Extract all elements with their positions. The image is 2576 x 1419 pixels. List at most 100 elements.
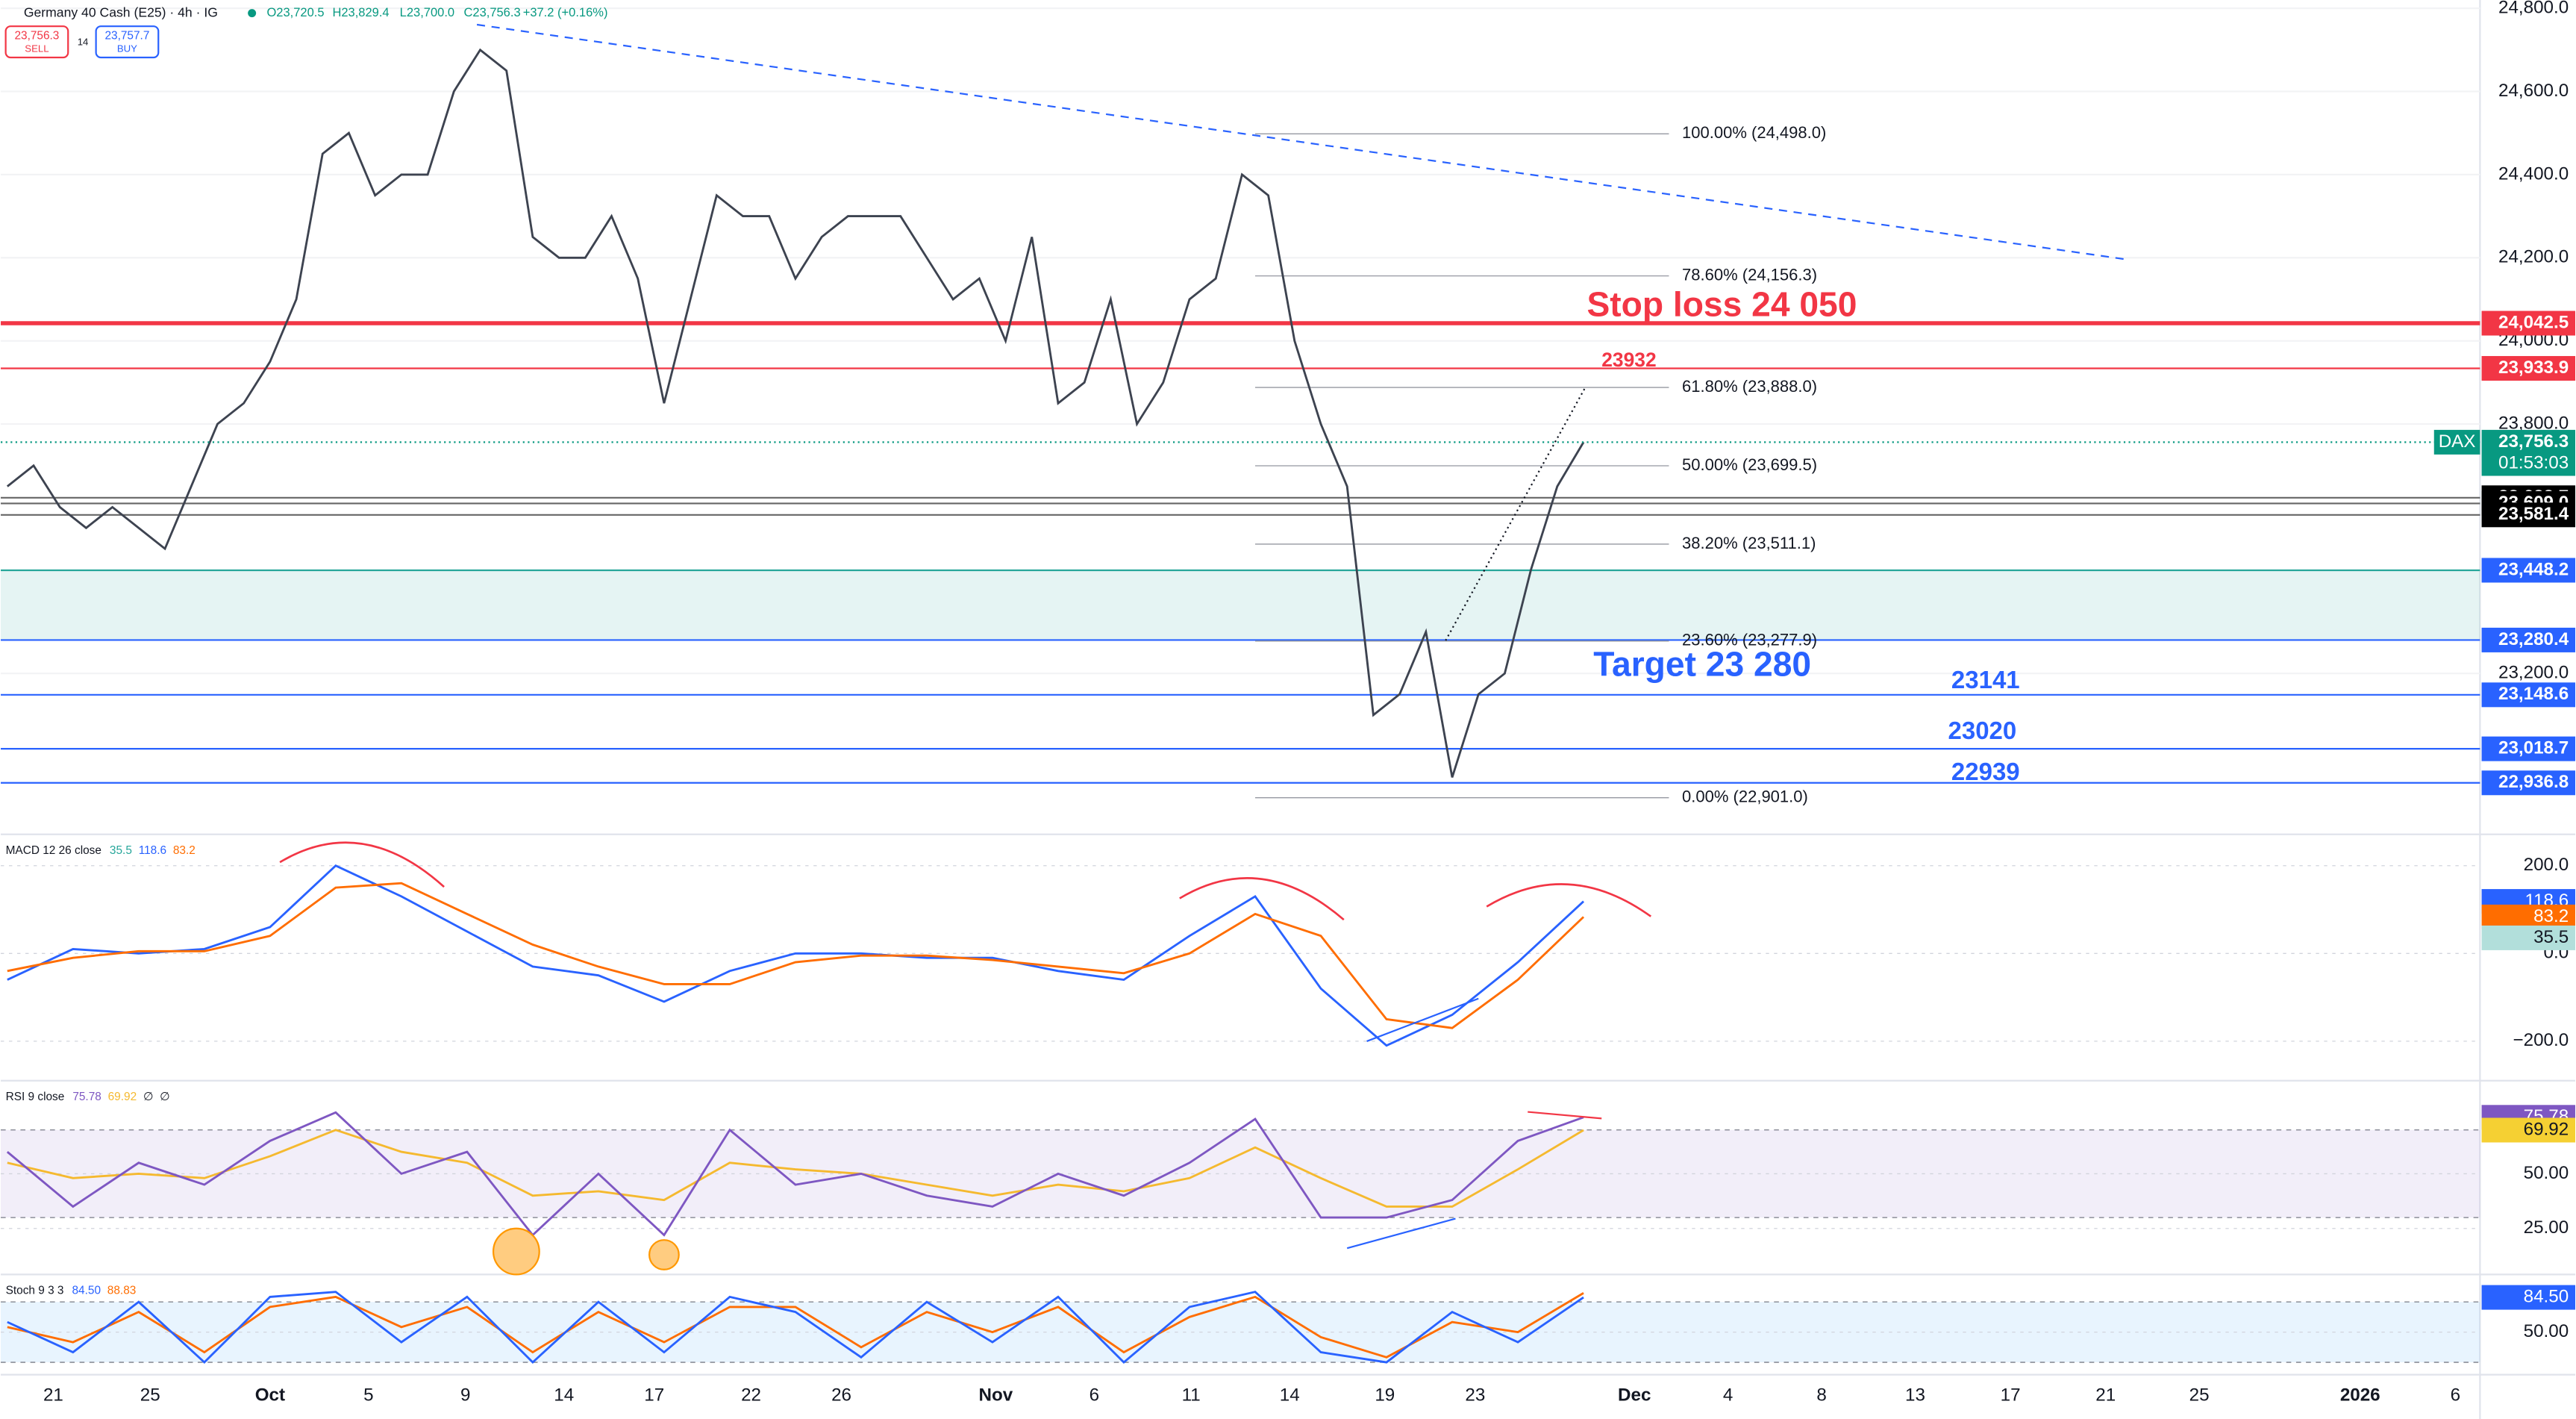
trend-line	[1445, 387, 1586, 641]
x-tick-label: 23	[1465, 1385, 1485, 1406]
x-tick-label: 6	[2451, 1385, 2460, 1406]
fib-label: 100.00% (24,498.0)	[1682, 123, 1826, 142]
indicator-readout: ∅	[160, 1091, 169, 1103]
price-tag	[2481, 558, 2575, 583]
x-tick-label: 17	[644, 1385, 664, 1406]
indicator-readout: 69.92	[108, 1091, 137, 1103]
symbol-title: Germany 40 Cash (E25) · 4h · IG	[24, 4, 218, 19]
x-tick-label: 21	[2095, 1385, 2116, 1406]
price-tag-label: 23,581.4	[2498, 504, 2569, 524]
x-tick-label: 5	[363, 1385, 373, 1406]
spread: 14	[78, 37, 89, 48]
price-tag	[2481, 355, 2575, 381]
x-tick-label: Dec	[1618, 1385, 1651, 1406]
price-tag	[2481, 627, 2575, 652]
x-tick-label: 11	[1182, 1385, 1201, 1406]
indicator-tag	[2481, 1285, 2575, 1310]
indicator-line	[7, 864, 1585, 1047]
symbol-tag	[2433, 429, 2480, 455]
x-tick-label: 25	[140, 1385, 160, 1406]
price-tag-label: 23,933.9	[2498, 358, 2569, 378]
x-tick-label: 14	[554, 1385, 574, 1406]
fib-label: 78.60% (24,156.3)	[1682, 265, 1817, 284]
indicator-line	[7, 1129, 1584, 1208]
trend-line	[476, 23, 2128, 261]
y-tick-label: 200.0	[2524, 855, 2569, 875]
indicator-line	[7, 882, 1585, 1029]
last-price-tag	[2481, 429, 2575, 476]
x-tick-label: 9	[460, 1385, 470, 1406]
x-tick-label: 22	[741, 1385, 761, 1406]
price-tag	[2481, 311, 2575, 336]
x-tick-label: 14	[1280, 1385, 1300, 1406]
indicator-title: Stoch 9 3 3	[6, 1284, 64, 1297]
price-tag	[2481, 736, 2575, 761]
fib-label: 38.20% (23,511.1)	[1682, 534, 1816, 552]
y-tick-label: 24,400.0	[2498, 163, 2569, 184]
y-tick-label: −200.0	[2513, 1030, 2569, 1050]
indicator-readout: ∅	[143, 1091, 153, 1103]
price-tag-label: 24,042.5	[2498, 312, 2569, 332]
annotation: 23141	[1951, 666, 2020, 693]
buy-label: BUY	[117, 43, 137, 54]
x-tick-label: 25	[2189, 1385, 2210, 1406]
indicator-readout: 84.50	[72, 1284, 101, 1297]
highlight-circle	[492, 1227, 540, 1276]
annotation: Stop loss 24 050	[1586, 285, 1857, 324]
x-tick-label: 2026	[2340, 1385, 2380, 1406]
price-tag-label: 23,280.4	[2498, 629, 2569, 649]
ohlc-value: +37.2 (+0.16%)	[523, 6, 608, 19]
sell-label: SELL	[25, 43, 49, 54]
divergence-line	[1366, 997, 1479, 1042]
x-tick-label: 26	[831, 1385, 851, 1406]
fib-label: 50.00% (23,699.5)	[1682, 455, 1817, 474]
ohlc-value: O23,720.5	[266, 6, 324, 19]
price-tag	[2481, 682, 2575, 708]
countdown: 01:53:03	[2498, 452, 2569, 473]
divergence-line	[1528, 1111, 1602, 1120]
indicator-readout: 75.78	[72, 1091, 101, 1103]
price-tag-label: 22,936.8	[2498, 772, 2569, 792]
indicator-tag-label: 84.50	[2524, 1286, 2569, 1306]
ohlc-value: C23,756.3	[463, 6, 520, 19]
price-tag	[2481, 502, 2575, 528]
highlight-circle	[648, 1239, 680, 1270]
y-tick-label: 25.00	[2524, 1217, 2569, 1238]
indicator-readout: 88.83	[107, 1284, 137, 1297]
y-tick-label: 24,200.0	[2498, 247, 2569, 267]
divergence-line	[1346, 1217, 1456, 1250]
indicator-line	[7, 1291, 1584, 1365]
fib-label: 0.00% (22,901.0)	[1682, 788, 1808, 806]
ohlc-value: H23,829.4	[332, 6, 389, 19]
annotation-arc	[1179, 877, 1345, 921]
ohlc-value: L23,700.0	[400, 6, 454, 19]
x-tick-label: 19	[1375, 1385, 1395, 1406]
x-tick-label: 17	[2001, 1385, 2021, 1406]
indicator-tag-label: 69.92	[2524, 1119, 2569, 1139]
symbol-tag-label: DAX	[2439, 431, 2476, 452]
price-series	[6, 48, 1585, 778]
x-tick-label: 13	[1905, 1385, 1925, 1406]
buy-price: 23,757.7	[104, 29, 149, 42]
sell-button[interactable]	[4, 25, 69, 59]
price-tag-label: 23,448.2	[2498, 559, 2569, 579]
status-dot	[248, 9, 257, 18]
x-tick-label: 21	[43, 1385, 63, 1406]
y-tick-label: 23,200.0	[2498, 663, 2569, 683]
sell-price: 23,756.3	[14, 29, 59, 42]
annotation: 23020	[1948, 717, 2016, 744]
buy-button[interactable]	[95, 25, 160, 59]
fib-label: 61.80% (23,888.0)	[1682, 377, 1817, 396]
zone	[1, 570, 2480, 640]
x-tick-label: Nov	[979, 1385, 1013, 1406]
x-tick-label: Oct	[255, 1385, 285, 1406]
annotation: 22939	[1951, 758, 2020, 785]
x-tick-label: 8	[1816, 1385, 1826, 1406]
y-tick-label: 50.00	[2524, 1163, 2569, 1183]
x-tick-label: 4	[1723, 1385, 1733, 1406]
indicator-tag-label: 83.2	[2533, 906, 2569, 926]
annotation-arc	[1486, 883, 1652, 917]
indicator-title: MACD 12 26 close	[6, 844, 101, 857]
